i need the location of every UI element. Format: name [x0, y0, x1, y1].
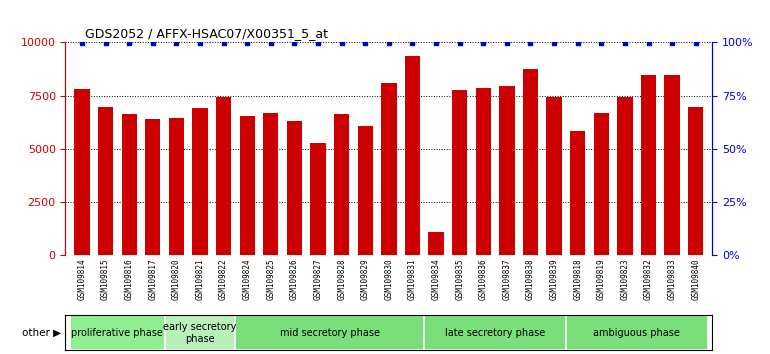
Text: GSM109839: GSM109839 [550, 258, 558, 299]
Point [548, 40, 561, 46]
Text: GSM109828: GSM109828 [337, 258, 346, 299]
Bar [405, 56, 420, 255]
Text: GSM109822: GSM109822 [219, 258, 228, 299]
Point [642, 40, 654, 46]
Point [524, 40, 537, 46]
Bar [665, 75, 680, 255]
Text: GSM109831: GSM109831 [408, 258, 417, 299]
Point [75, 40, 88, 46]
Point [99, 40, 112, 46]
Point [595, 40, 608, 46]
Bar [547, 97, 562, 255]
Point [359, 40, 371, 46]
Bar [286, 121, 302, 255]
Text: GSM109814: GSM109814 [78, 258, 86, 299]
Text: GSM109840: GSM109840 [691, 258, 700, 299]
Text: GSM109836: GSM109836 [479, 258, 487, 299]
Point [194, 40, 206, 46]
Text: GSM109818: GSM109818 [573, 258, 582, 299]
Point [241, 40, 253, 46]
Point [500, 40, 513, 46]
Text: late secretory phase: late secretory phase [445, 328, 545, 338]
Bar [169, 118, 184, 255]
Point [146, 40, 159, 46]
Point [383, 40, 395, 46]
Point [477, 40, 490, 46]
Text: GSM109820: GSM109820 [172, 258, 181, 299]
Point [454, 40, 466, 46]
Text: early secretory
phase: early secretory phase [163, 322, 236, 344]
Text: GSM109829: GSM109829 [360, 258, 370, 299]
Bar [428, 232, 444, 255]
Text: GSM109826: GSM109826 [290, 258, 299, 299]
Point [217, 40, 229, 46]
Point [288, 40, 300, 46]
Bar [236, 315, 424, 350]
Text: mid secretory phase: mid secretory phase [280, 328, 380, 338]
Text: GDS2052 / AFFX-HSAC07/X00351_5_at: GDS2052 / AFFX-HSAC07/X00351_5_at [85, 27, 328, 40]
Text: GSM109834: GSM109834 [431, 258, 440, 299]
Text: GSM109816: GSM109816 [125, 258, 134, 299]
Text: GSM109817: GSM109817 [149, 258, 157, 299]
Point [666, 40, 678, 46]
Text: GSM109837: GSM109837 [502, 258, 511, 299]
Point [407, 40, 419, 46]
Text: GSM109833: GSM109833 [668, 258, 677, 299]
Bar [618, 97, 633, 255]
Bar [239, 116, 255, 255]
Point [430, 40, 442, 46]
Text: GSM109825: GSM109825 [266, 258, 276, 299]
Bar [523, 69, 538, 255]
Bar [216, 97, 231, 255]
Bar [122, 114, 137, 255]
Bar [165, 315, 236, 350]
Text: GSM109827: GSM109827 [313, 258, 323, 299]
Point [619, 40, 631, 46]
Point [690, 40, 702, 46]
Point [265, 40, 277, 46]
Point [123, 40, 136, 46]
Bar [424, 315, 566, 350]
Bar [263, 113, 279, 255]
Bar [570, 131, 585, 255]
Bar [452, 90, 467, 255]
Text: GSM109823: GSM109823 [621, 258, 629, 299]
Text: GSM109815: GSM109815 [101, 258, 110, 299]
Bar [310, 143, 326, 255]
Bar [334, 114, 350, 255]
Text: GSM109821: GSM109821 [196, 258, 205, 299]
Text: ambiguous phase: ambiguous phase [593, 328, 680, 338]
Text: other ▶: other ▶ [22, 328, 62, 338]
Bar [98, 107, 113, 255]
Text: GSM109830: GSM109830 [384, 258, 393, 299]
Bar [641, 75, 656, 255]
Point [170, 40, 182, 46]
Text: GSM109838: GSM109838 [526, 258, 535, 299]
Text: proliferative phase: proliferative phase [72, 328, 163, 338]
Bar [499, 86, 514, 255]
Bar [476, 88, 491, 255]
Text: GSM109832: GSM109832 [644, 258, 653, 299]
Bar [566, 315, 708, 350]
Bar [357, 126, 373, 255]
Point [312, 40, 324, 46]
Point [571, 40, 584, 46]
Point [336, 40, 348, 46]
Text: GSM109824: GSM109824 [243, 258, 252, 299]
Bar [381, 83, 397, 255]
Bar [594, 113, 609, 255]
Text: GSM109819: GSM109819 [597, 258, 606, 299]
Bar [688, 107, 704, 255]
Bar [145, 119, 160, 255]
Bar [192, 108, 208, 255]
Bar [74, 89, 89, 255]
Text: GSM109835: GSM109835 [455, 258, 464, 299]
Bar [70, 315, 165, 350]
